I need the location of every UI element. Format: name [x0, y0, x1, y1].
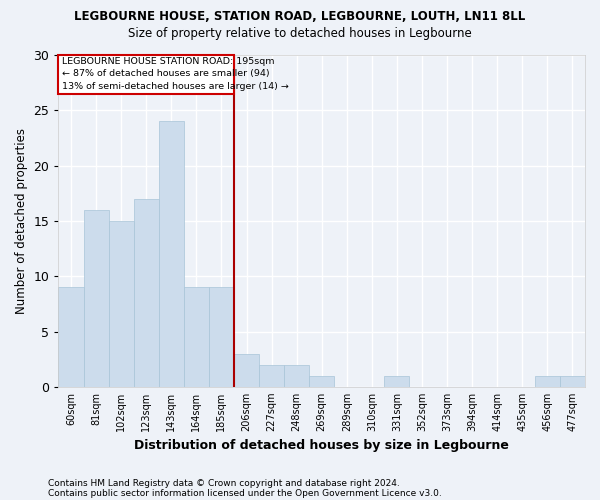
Bar [309, 376, 334, 387]
Bar [58, 288, 83, 387]
Bar [134, 199, 159, 387]
Bar [385, 376, 409, 387]
Text: LEGBOURNE HOUSE, STATION ROAD, LEGBOURNE, LOUTH, LN11 8LL: LEGBOURNE HOUSE, STATION ROAD, LEGBOURNE… [74, 10, 526, 23]
Bar [535, 376, 560, 387]
Bar [159, 122, 184, 387]
Text: LEGBOURNE HOUSE STATION ROAD: 195sqm
← 87% of detached houses are smaller (94)
1: LEGBOURNE HOUSE STATION ROAD: 195sqm ← 8… [62, 56, 289, 90]
Bar [58, 55, 234, 94]
Bar [184, 288, 209, 387]
Bar [284, 364, 309, 387]
X-axis label: Distribution of detached houses by size in Legbourne: Distribution of detached houses by size … [134, 440, 509, 452]
Bar [209, 288, 234, 387]
Text: Size of property relative to detached houses in Legbourne: Size of property relative to detached ho… [128, 28, 472, 40]
Bar [560, 376, 585, 387]
Bar [83, 210, 109, 387]
Y-axis label: Number of detached properties: Number of detached properties [15, 128, 28, 314]
Bar [109, 221, 134, 387]
Text: Contains public sector information licensed under the Open Government Licence v3: Contains public sector information licen… [48, 488, 442, 498]
Bar [234, 354, 259, 387]
Bar [259, 364, 284, 387]
Text: Contains HM Land Registry data © Crown copyright and database right 2024.: Contains HM Land Registry data © Crown c… [48, 478, 400, 488]
